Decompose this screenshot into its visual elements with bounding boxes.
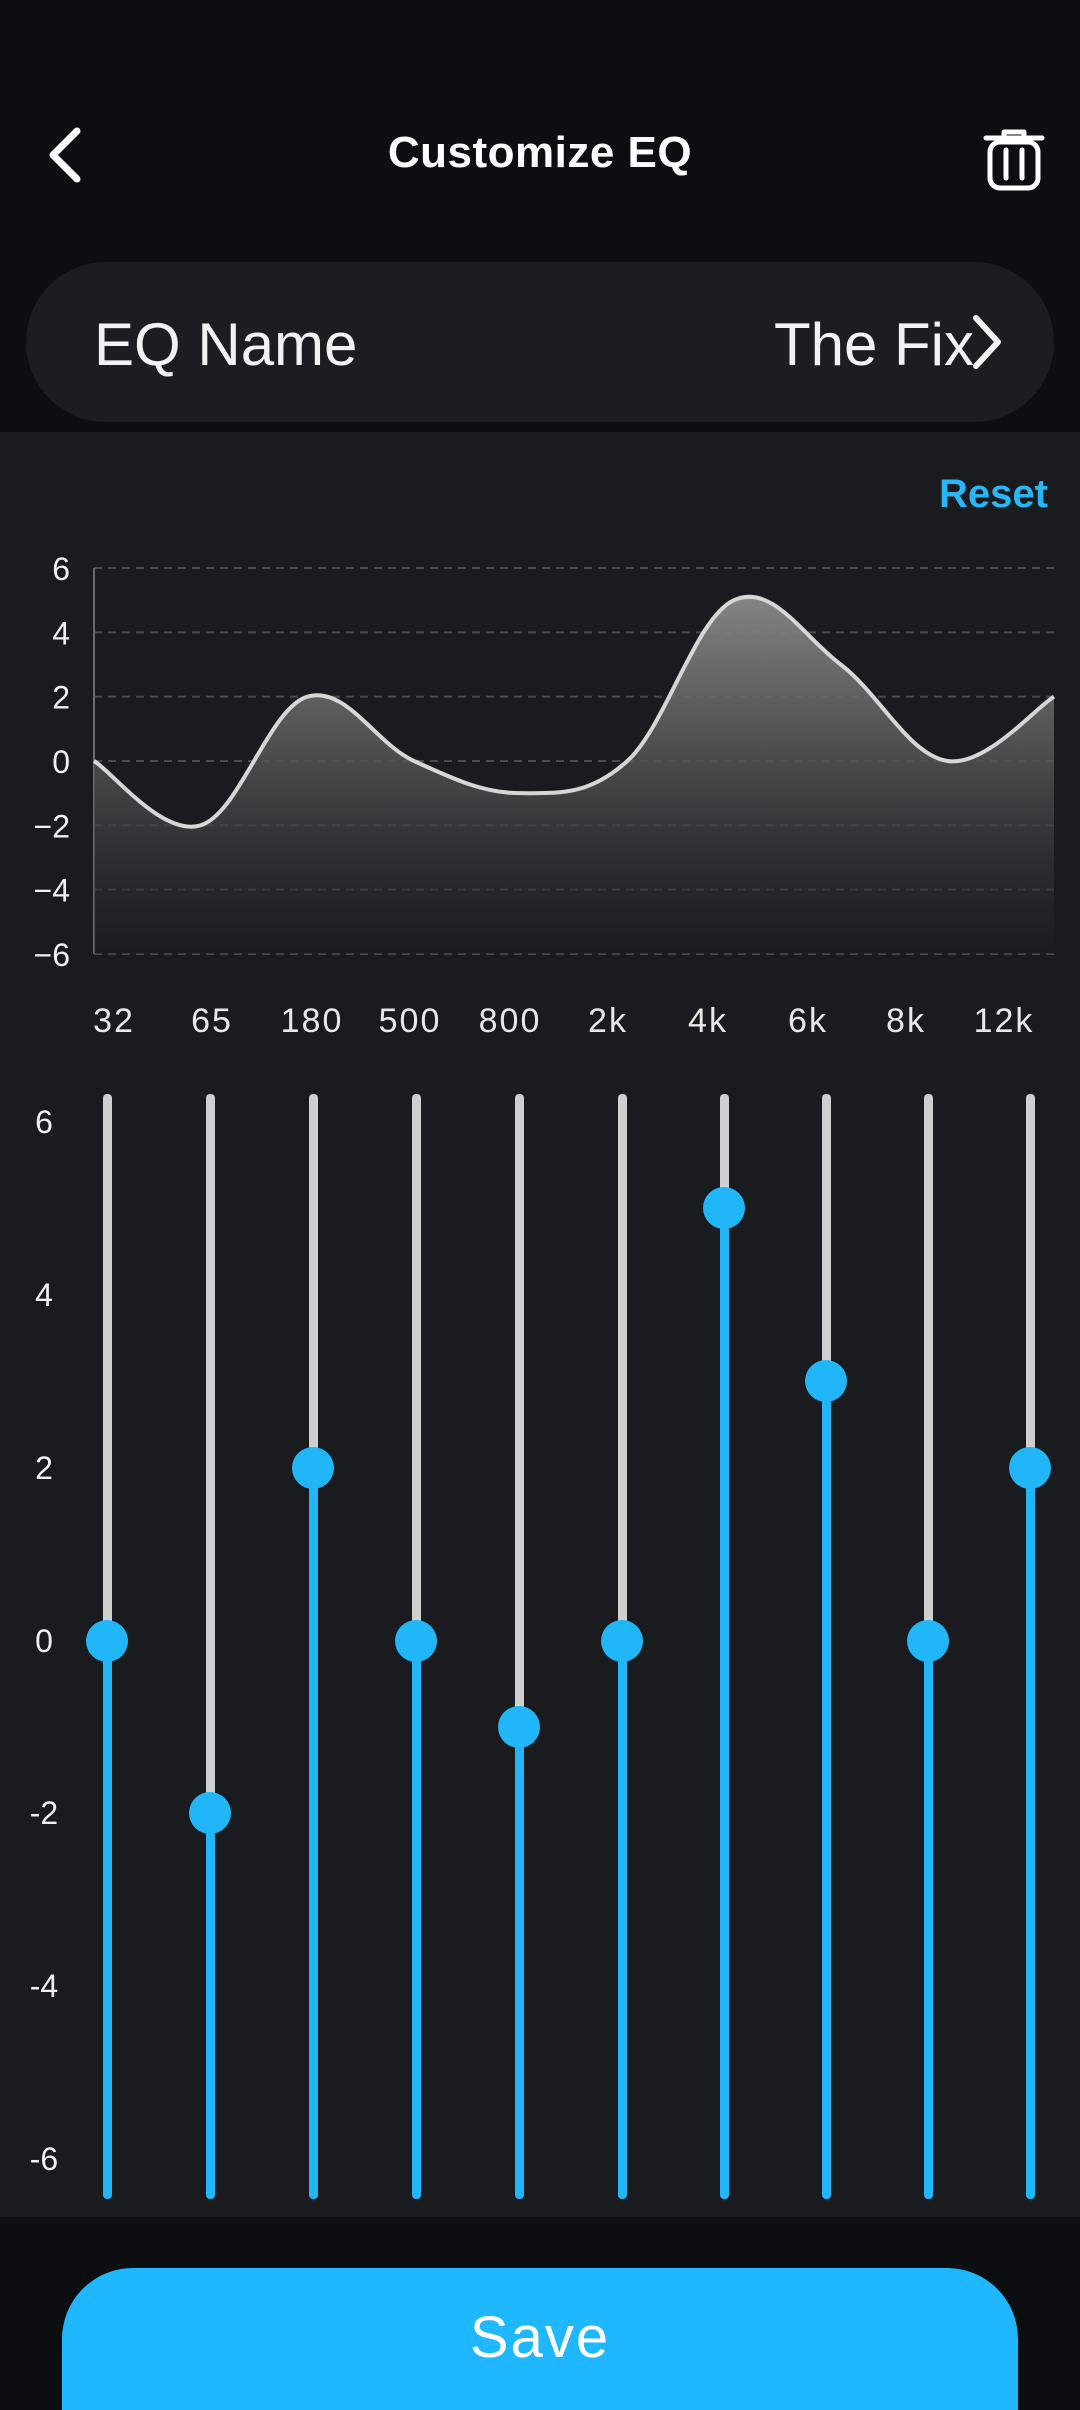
y-tick-label: 0 <box>52 744 70 780</box>
slider-track-upper <box>103 1094 112 1641</box>
band-slider-500[interactable] <box>386 1094 446 2199</box>
frequency-label: 32 <box>93 1002 135 1040</box>
band-slider-800[interactable] <box>489 1094 549 2199</box>
eq-name-label: EQ Name <box>94 311 358 378</box>
frequency-labels: 32 65 180 500 800 2k 4k 6k 8k 12k <box>0 1002 1080 1062</box>
slider-track-upper <box>924 1094 933 1641</box>
slider-track-upper <box>1026 1094 1035 1468</box>
slider-track-upper <box>206 1094 215 1814</box>
slider-track-lower <box>515 1726 524 2199</box>
slider-track-lower <box>618 1640 627 2199</box>
slider-thumb[interactable] <box>395 1619 437 1662</box>
slider-thumb[interactable] <box>805 1360 847 1403</box>
band-slider-6k[interactable] <box>796 1094 856 2199</box>
slider-y-label: 6 <box>35 1104 53 1140</box>
slider-track-lower <box>309 1467 318 2199</box>
band-slider-4k[interactable] <box>694 1094 754 2199</box>
slider-track-upper <box>515 1094 524 1727</box>
y-tick-label: −6 <box>34 937 70 973</box>
slider-thumb[interactable] <box>1009 1446 1051 1489</box>
frequency-label: 6k <box>788 1002 828 1040</box>
eq-name-value: The Fix <box>773 311 974 378</box>
slider-track-lower <box>822 1381 831 2199</box>
slider-thumb[interactable] <box>86 1619 128 1662</box>
band-slider-8k[interactable] <box>898 1094 958 2199</box>
eq-panel: Reset 6 4 2 0 −2 −4 −6 32 65 180 500 800 2k 4k 6k 8k 12… <box>0 432 1080 2217</box>
slider-track-upper <box>309 1094 318 1468</box>
slider-thumb[interactable] <box>907 1619 949 1662</box>
slider-thumb[interactable] <box>189 1792 231 1835</box>
slider-y-label: -2 <box>29 1795 59 1832</box>
slider-thumb[interactable] <box>703 1187 745 1230</box>
frequency-label: 180 <box>280 1002 344 1040</box>
trash-icon <box>983 129 1045 191</box>
slider-thumb[interactable] <box>292 1446 334 1489</box>
slider-y-label: -6 <box>29 2141 59 2177</box>
slider-track-lower <box>206 1813 215 2199</box>
slider-track-lower <box>412 1640 421 2199</box>
slider-track-lower <box>720 1208 729 2199</box>
slider-y-label: 4 <box>35 1276 53 1313</box>
band-slider-32[interactable] <box>77 1094 137 2199</box>
frequency-label: 500 <box>378 1002 442 1040</box>
eq-name-row[interactable]: EQ Name The Fix <box>26 262 1054 422</box>
slider-track-upper <box>720 1094 729 1209</box>
eq-curve-chart: 6 4 2 0 −2 −4 −6 <box>34 552 1056 973</box>
slider-track-lower <box>103 1640 112 2199</box>
band-slider-2k[interactable] <box>592 1094 652 2199</box>
reset-button[interactable]: Reset <box>939 472 1048 516</box>
chevron-right-icon <box>973 315 1001 369</box>
slider-y-label: 2 <box>35 1449 53 1486</box>
slider-track-upper <box>412 1094 421 1641</box>
page-title: Customize EQ <box>387 128 693 177</box>
save-label: Save <box>469 2305 611 2370</box>
chevron-left-icon <box>49 127 81 183</box>
frequency-label: 4k <box>688 1002 728 1040</box>
y-tick-label: −4 <box>34 873 70 909</box>
save-button[interactable]: Save <box>62 2268 1018 2410</box>
back-button[interactable] <box>30 115 100 195</box>
y-tick-label: 2 <box>52 680 70 716</box>
band-slider-65[interactable] <box>180 1094 240 2199</box>
frequency-label: 8k <box>886 1002 926 1040</box>
slider-y-label: 0 <box>35 1622 53 1659</box>
slider-track-upper <box>822 1094 831 1382</box>
frequency-label: 2k <box>588 1002 628 1040</box>
slider-y-label: -4 <box>29 1968 59 2005</box>
frequency-label: 800 <box>478 1002 542 1040</box>
eq-curve-line <box>92 594 1056 829</box>
band-slider-180[interactable] <box>283 1094 343 2199</box>
frequency-label: 12k <box>973 1002 1035 1040</box>
slider-track-upper <box>618 1094 627 1641</box>
eq-curve-area <box>94 596 1054 954</box>
y-tick-label: 4 <box>52 615 70 651</box>
slider-thumb[interactable] <box>498 1705 540 1748</box>
y-tick-label: −2 <box>34 808 70 844</box>
slider-thumb[interactable] <box>601 1619 643 1662</box>
slider-track-lower <box>1026 1467 1035 2199</box>
frequency-label: 65 <box>191 1002 233 1040</box>
header: Customize EQ <box>0 0 1080 260</box>
band-slider-12k[interactable] <box>1000 1094 1060 2199</box>
delete-button[interactable] <box>974 120 1054 200</box>
y-tick-label: 6 <box>52 552 70 587</box>
slider-track-lower <box>924 1640 933 2199</box>
